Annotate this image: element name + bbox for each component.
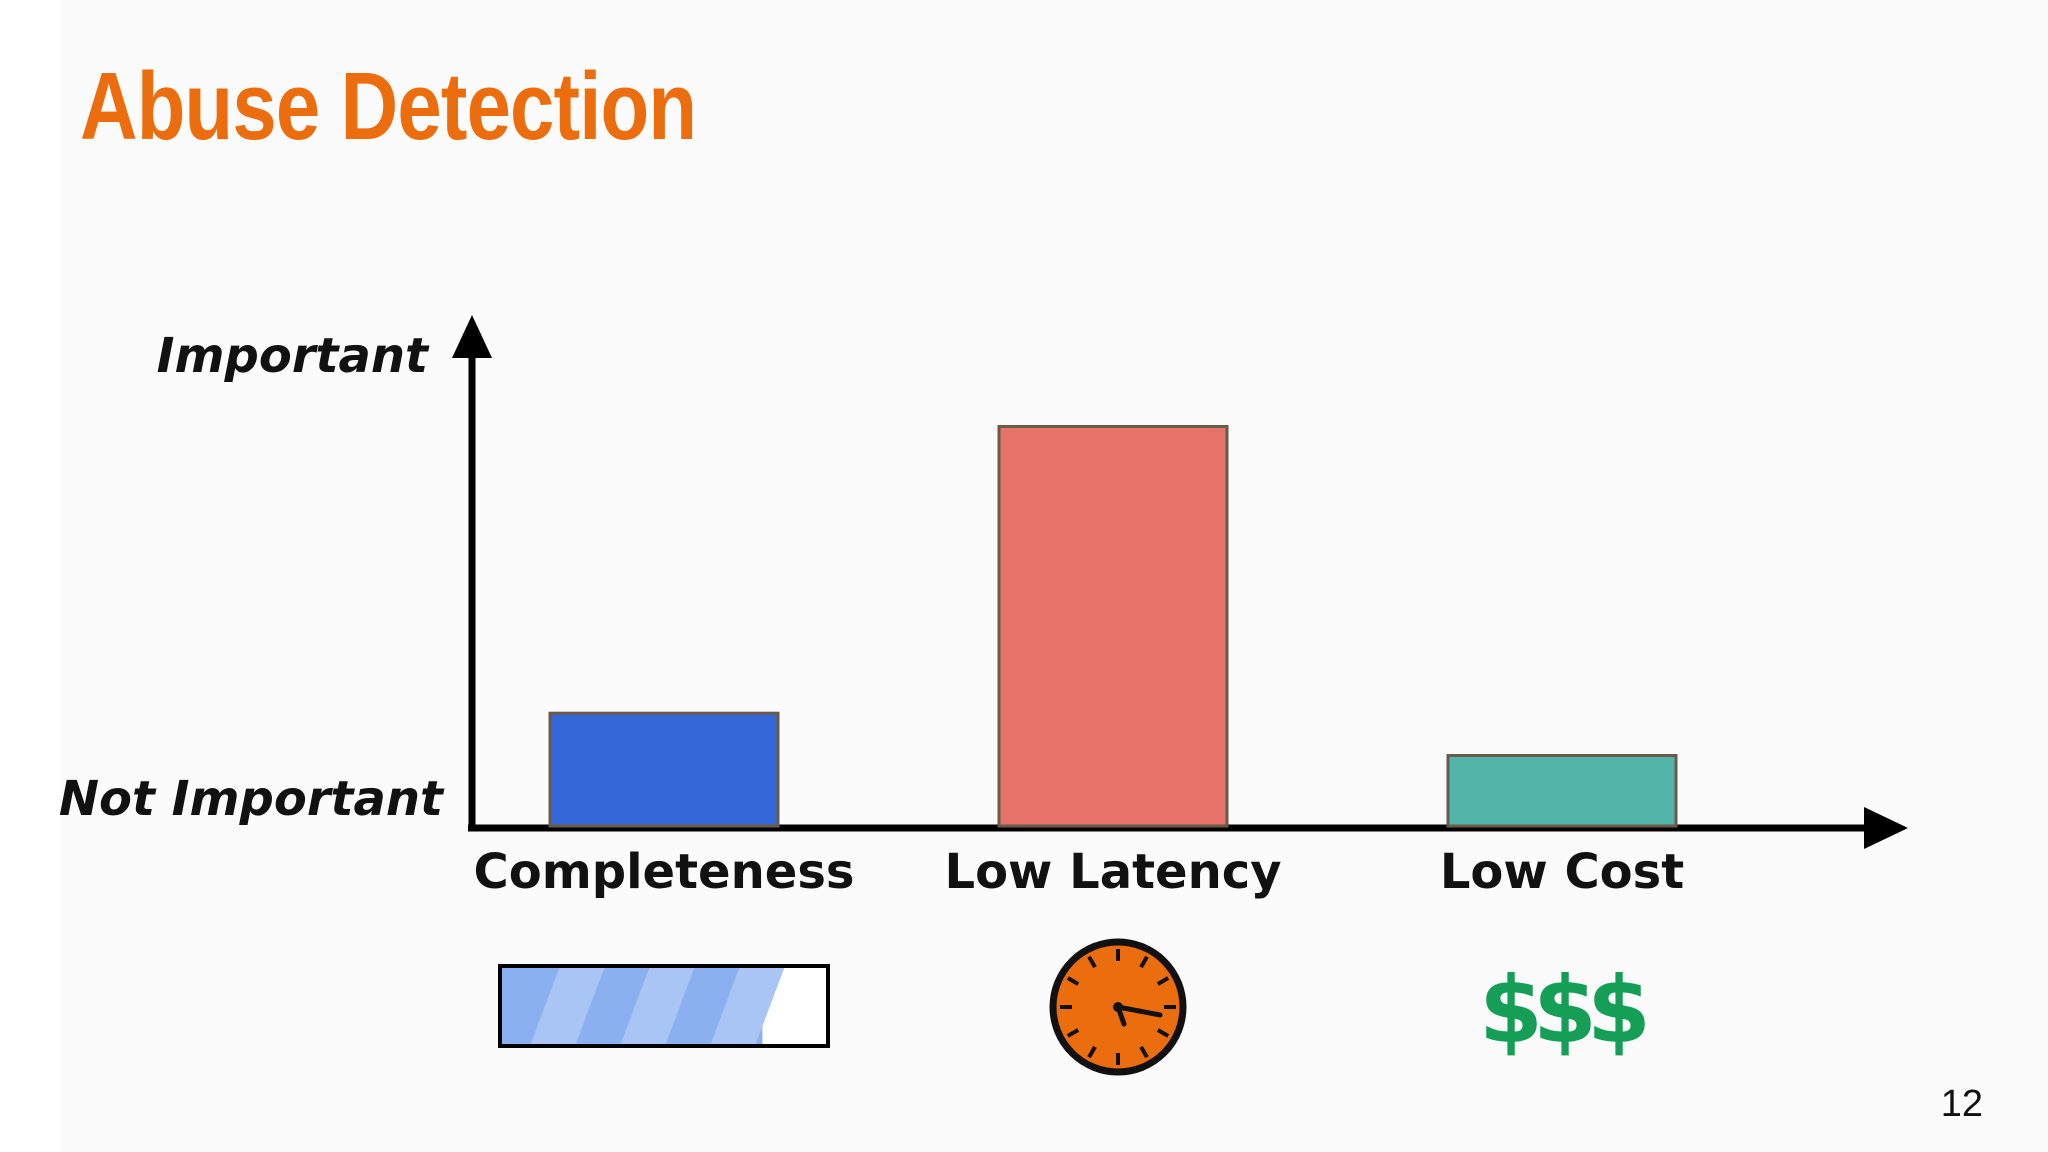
bars-group bbox=[548, 425, 1678, 828]
stopwatch-tick bbox=[1087, 955, 1097, 969]
bar-low-latency bbox=[997, 425, 1229, 828]
dollar-signs-icon: $$$ bbox=[1479, 957, 1645, 1064]
y-axis-arrowhead bbox=[452, 315, 492, 358]
stopwatch-tick bbox=[1156, 976, 1170, 986]
progress-bar-stripes bbox=[530, 966, 785, 1046]
category-label-completeness: Completeness bbox=[474, 844, 855, 900]
category-label-low-latency: Low Latency bbox=[944, 844, 1281, 900]
stopwatch-icon bbox=[1049, 938, 1187, 1076]
stopwatch-tick bbox=[1139, 955, 1149, 969]
page-number: 12 bbox=[1940, 1083, 1983, 1125]
stopwatch-hand-long bbox=[1115, 1004, 1163, 1018]
bar-completeness bbox=[548, 711, 780, 828]
progress-bar-stripe bbox=[620, 966, 695, 1046]
progress-bar-stripe bbox=[530, 966, 605, 1046]
y-axis-label-bottom: Not Important bbox=[59, 771, 445, 827]
progress-bar-border bbox=[498, 964, 830, 1048]
stopwatch-tick bbox=[1156, 1028, 1170, 1038]
stopwatch-tick bbox=[1066, 976, 1080, 986]
stopwatch-ticks bbox=[1060, 949, 1176, 1065]
stopwatch-pivot bbox=[1113, 1002, 1123, 1012]
category-label-low-cost: Low Cost bbox=[1440, 844, 1684, 900]
x-axis-arrowhead bbox=[1864, 807, 1908, 849]
y-axis-label-top: Important bbox=[157, 328, 430, 384]
stopwatch-tick bbox=[1087, 1045, 1097, 1059]
category-labels: Completeness Low Latency Low Cost bbox=[474, 844, 1685, 900]
stopwatch-tick bbox=[1139, 1045, 1149, 1059]
slide-title: Abuse Detection bbox=[80, 53, 697, 160]
stopwatch-tick bbox=[1066, 1028, 1080, 1038]
progress-bar-icon bbox=[498, 964, 830, 1048]
progress-bar-stripe bbox=[710, 966, 785, 1046]
bar-low-cost bbox=[1446, 754, 1678, 828]
